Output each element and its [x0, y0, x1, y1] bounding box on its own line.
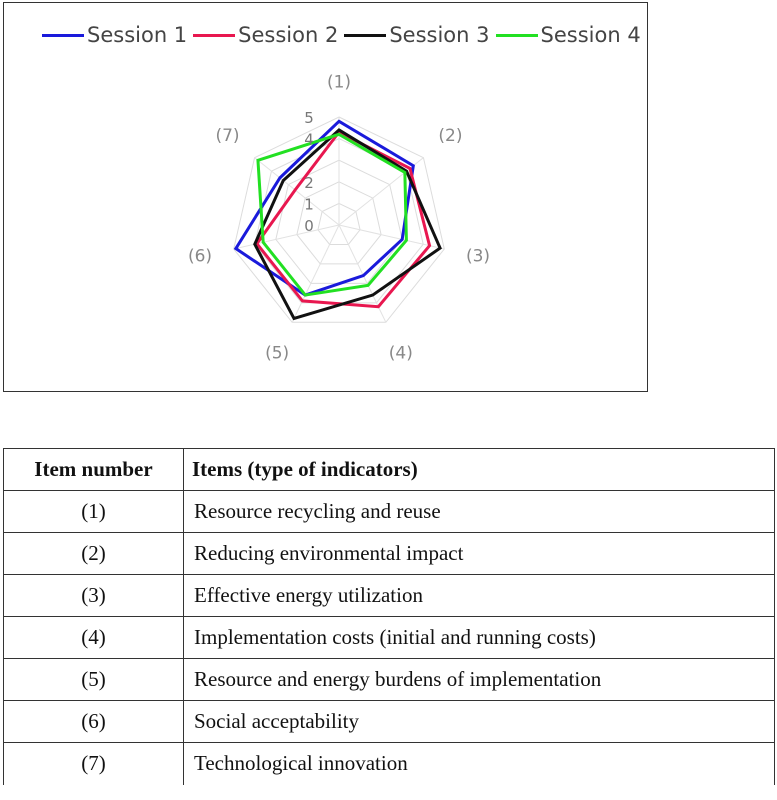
axis-label: (1) [327, 72, 351, 92]
axis-label: (3) [466, 247, 490, 267]
tick-label: 2 [304, 174, 314, 192]
tick-label: 5 [304, 109, 314, 127]
axis-spoke [254, 157, 340, 226]
legend-swatch-session-4 [495, 33, 538, 37]
table-row: (5) Resource and energy burdens of imple… [3, 658, 775, 701]
table-row: (7) Technological innovation [3, 742, 775, 785]
legend-item-session-1: Session 1 [42, 23, 187, 47]
item-description-cell: Social acceptability [183, 700, 775, 743]
header-items: Items (type of indicators) [183, 448, 775, 491]
item-number-cell: (2) [3, 532, 184, 575]
tick-label: 0 [304, 217, 314, 235]
axis-label: (5) [265, 343, 289, 363]
axis-spoke [338, 224, 445, 250]
axis-label: (4) [389, 343, 413, 363]
item-number-cell: (4) [3, 616, 184, 659]
legend-label-session-3: Session 3 [389, 23, 490, 47]
table-row: (4) Implementation costs (initial and ru… [3, 616, 775, 659]
legend-swatch-session-2 [193, 33, 236, 37]
tick-label: 1 [304, 195, 314, 213]
item-description-cell: Resource and energy burdens of implement… [183, 658, 775, 701]
grid-ring-2 [296, 181, 382, 265]
table-row: (2) Reducing environmental impact [3, 532, 775, 575]
chart-legend: Session 1 Session 2 Session 3 Session 4 [42, 23, 641, 47]
axis-spoke [233, 224, 340, 250]
grid-ring-1 [317, 202, 361, 245]
tick-label: 4 [304, 131, 314, 149]
legend-item-session-2: Session 2 [193, 23, 338, 47]
legend-item-session-4: Session 4 [495, 23, 641, 47]
item-description-cell: Technological innovation [183, 742, 775, 785]
series-line-session-4 [256, 132, 408, 297]
item-description-cell: Resource recycling and reuse [183, 490, 775, 533]
table-header-row: Item number Items (type of indicators) [3, 448, 775, 491]
item-description-cell: Implementation costs (initial and runnin… [183, 616, 775, 659]
item-description-cell: Reducing environmental impact [183, 532, 775, 575]
indicator-items-table: Item number Items (type of indicators) (… [3, 448, 775, 785]
item-description-cell: Effective energy utilization [183, 574, 775, 617]
radar-chart-panel: Session 1 Session 2 Session 3 Session 4 … [3, 2, 648, 392]
series-line-session-3 [253, 128, 442, 321]
legend-swatch-session-1 [42, 33, 84, 37]
item-number-cell: (1) [3, 490, 184, 533]
axis-label: (7) [215, 126, 239, 146]
table-row: (3) Effective energy utilization [3, 574, 775, 617]
grid-ring-5 [233, 116, 445, 323]
legend-label-session-2: Session 2 [238, 23, 339, 47]
item-number-cell: (6) [3, 700, 184, 743]
item-number-cell: (5) [3, 658, 184, 701]
legend-swatch-session-3 [344, 33, 387, 37]
axis-label: (6) [188, 247, 212, 267]
axis-label: (2) [438, 126, 462, 146]
item-number-cell: (7) [3, 742, 184, 785]
legend-item-session-3: Session 3 [344, 23, 490, 47]
table-row: (1) Resource recycling and reuse [3, 490, 775, 533]
legend-label-session-4: Session 4 [540, 23, 641, 47]
header-item-number: Item number [3, 448, 184, 491]
item-number-cell: (3) [3, 574, 184, 617]
radar-plot: (1) (2) (3) (4) (5) (6) (7) 0 1 2 4 5 [188, 72, 490, 363]
legend-label-session-1: Session 1 [87, 23, 188, 47]
axis-spoke [291, 224, 340, 323]
table-row: (6) Social acceptability [3, 700, 775, 743]
